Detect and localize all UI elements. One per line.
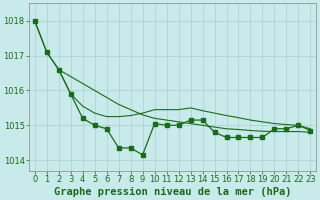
X-axis label: Graphe pression niveau de la mer (hPa): Graphe pression niveau de la mer (hPa) <box>54 186 291 197</box>
